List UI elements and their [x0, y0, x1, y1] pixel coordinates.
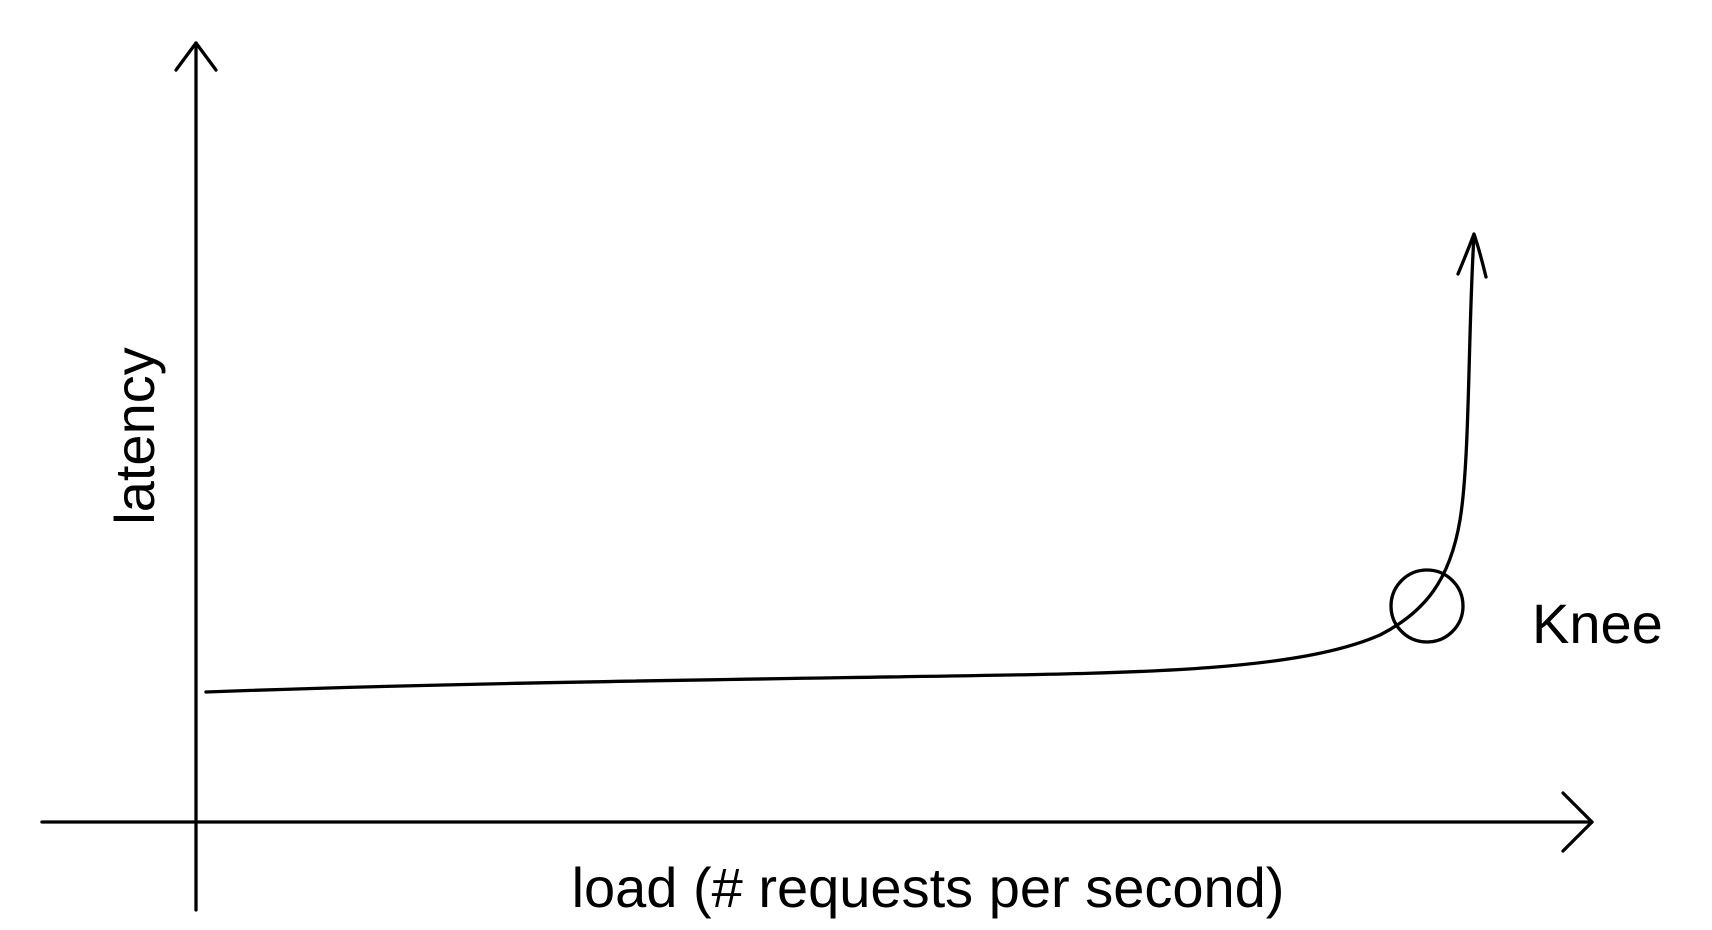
knee-marker-circle	[1389, 568, 1465, 644]
y-axis-arrowhead	[174, 41, 218, 72]
y-axis-label: latency	[103, 347, 166, 524]
knee-label: Knee	[1532, 592, 1663, 655]
x-axis-arrowhead	[1561, 791, 1594, 853]
latency-curve	[204, 234, 1476, 694]
x-axis-label: load (# requests per second)	[572, 856, 1285, 919]
curve-arrowhead	[1456, 232, 1488, 279]
